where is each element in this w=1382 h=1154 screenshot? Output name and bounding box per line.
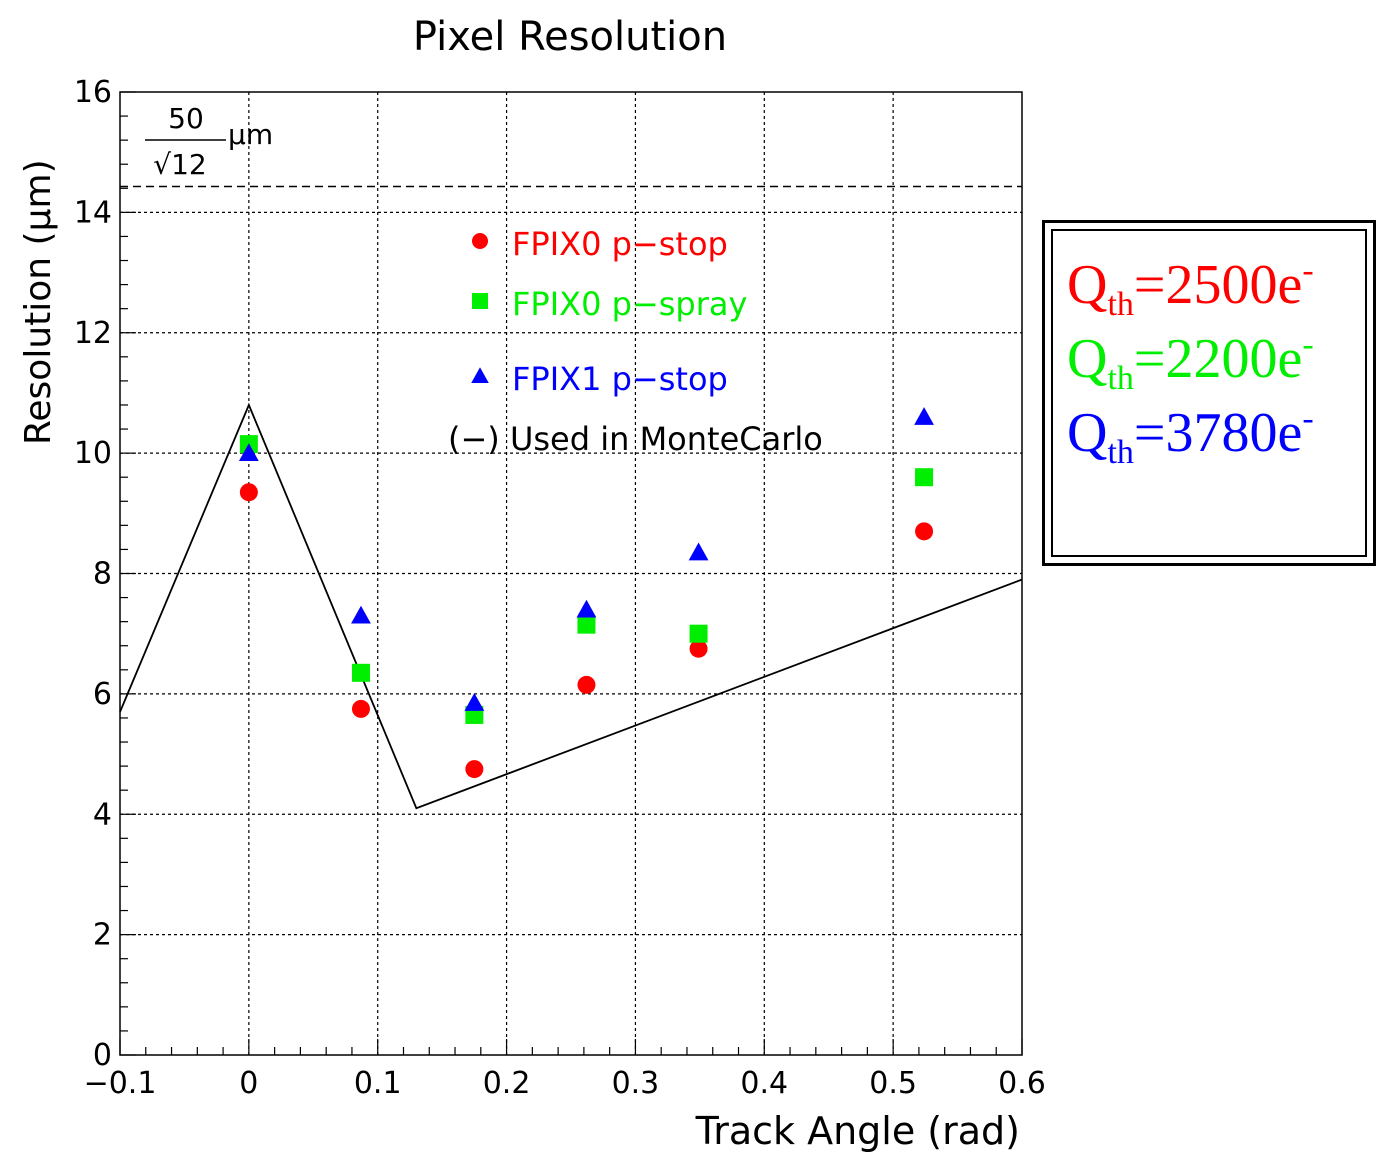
legend: FPIX0 p−stop FPIX0 p−spray FPIX1 p−stop (−)… bbox=[448, 225, 823, 458]
data-point-triangle bbox=[688, 542, 709, 561]
x-tick-labels: −0.1 0 0.1 0.2 0.3 0.4 0.5 0.6 bbox=[84, 1066, 1046, 1101]
x-tick-label: 0.3 bbox=[612, 1066, 660, 1101]
threshold-symbol: Q bbox=[1067, 328, 1108, 390]
threshold-superscript: - bbox=[1302, 400, 1314, 437]
threshold-value: =2200e bbox=[1133, 328, 1303, 390]
reference-unit: μm bbox=[228, 118, 273, 151]
threshold-subscript: th bbox=[1107, 286, 1134, 323]
y-tick-labels: 0 2 4 6 8 10 12 14 16 bbox=[74, 75, 112, 1073]
legend-label: FPIX0 p−stop bbox=[512, 225, 728, 263]
threshold-box-inner-border bbox=[1051, 229, 1367, 557]
threshold-subscript: th bbox=[1107, 360, 1134, 397]
threshold-line-3: Qth=3780e- bbox=[1067, 402, 1314, 470]
x-tick-label: 0.4 bbox=[740, 1066, 788, 1101]
x-tick-label: 0.5 bbox=[869, 1066, 917, 1101]
threshold-box: Qth=2500e- Qth=2200e- Qth=3780e- bbox=[1042, 220, 1376, 566]
data-point-triangle bbox=[464, 693, 485, 711]
legend-marker-circle bbox=[472, 233, 488, 249]
data-point-square bbox=[351, 663, 370, 682]
chart-title: Pixel Resolution bbox=[413, 14, 727, 60]
threshold-superscript: - bbox=[1302, 326, 1314, 363]
y-tick-label: 4 bbox=[93, 797, 112, 832]
data-points bbox=[238, 407, 934, 779]
data-point-square bbox=[915, 468, 934, 487]
data-point-circle bbox=[465, 760, 484, 779]
montecarlo-line bbox=[119, 402, 1023, 810]
legend-montecarlo-label: (−) Used in MonteCarlo bbox=[448, 420, 823, 458]
data-point-circle bbox=[689, 639, 708, 658]
threshold-value: =3780e bbox=[1133, 402, 1303, 464]
axes bbox=[119, 91, 1023, 1056]
data-point-circle bbox=[239, 483, 258, 502]
y-tick-label: 2 bbox=[93, 918, 112, 953]
legend-marker-triangle bbox=[471, 367, 489, 384]
reference-numerator: 50 bbox=[168, 102, 204, 135]
data-point-circle bbox=[577, 675, 596, 694]
legend-label: FPIX0 p−spray bbox=[512, 285, 747, 323]
legend-label: FPIX1 p−stop bbox=[512, 360, 728, 398]
grid bbox=[120, 92, 1022, 1055]
y-tick-label: 6 bbox=[93, 677, 112, 712]
x-tick-label: 0 bbox=[239, 1066, 258, 1101]
threshold-value: =2500e bbox=[1133, 254, 1303, 316]
threshold-subscript: th bbox=[1107, 434, 1134, 471]
montecarlo-line-group bbox=[119, 402, 1023, 810]
reference-denominator: √12 bbox=[153, 148, 206, 181]
x-tick-label: −0.1 bbox=[84, 1066, 157, 1101]
data-point-circle bbox=[915, 522, 934, 541]
data-point-triangle bbox=[914, 407, 934, 425]
y-tick-label: 16 bbox=[74, 75, 112, 110]
data-point-triangle bbox=[238, 443, 259, 462]
threshold-line-2: Qth=2200e- bbox=[1067, 328, 1314, 396]
data-point-circle bbox=[351, 699, 370, 718]
threshold-line-1: Qth=2500e- bbox=[1067, 254, 1314, 322]
y-tick-label: 10 bbox=[74, 436, 112, 471]
data-point-triangle bbox=[576, 599, 597, 618]
threshold-superscript: - bbox=[1302, 252, 1314, 289]
y-tick-label: 0 bbox=[93, 1038, 112, 1073]
data-point-triangle bbox=[351, 605, 371, 624]
x-axis-label: Track Angle (rad) bbox=[695, 1109, 1020, 1153]
y-axis-label: Resolution (μm) bbox=[18, 159, 59, 445]
data-point-square bbox=[689, 624, 708, 643]
y-tick-label: 8 bbox=[93, 557, 112, 592]
threshold-symbol: Q bbox=[1067, 402, 1108, 464]
y-tick-label: 14 bbox=[74, 195, 112, 230]
legend-marker-square bbox=[472, 293, 488, 309]
y-tick-label: 12 bbox=[74, 316, 112, 351]
x-tick-label: 0.1 bbox=[354, 1066, 402, 1101]
threshold-symbol: Q bbox=[1067, 254, 1108, 316]
x-tick-label: 0.2 bbox=[483, 1066, 531, 1101]
data-point-square bbox=[577, 615, 596, 634]
x-tick-label: 0.6 bbox=[998, 1066, 1046, 1101]
reference-line-group: 50 √12 μm bbox=[120, 102, 1022, 188]
